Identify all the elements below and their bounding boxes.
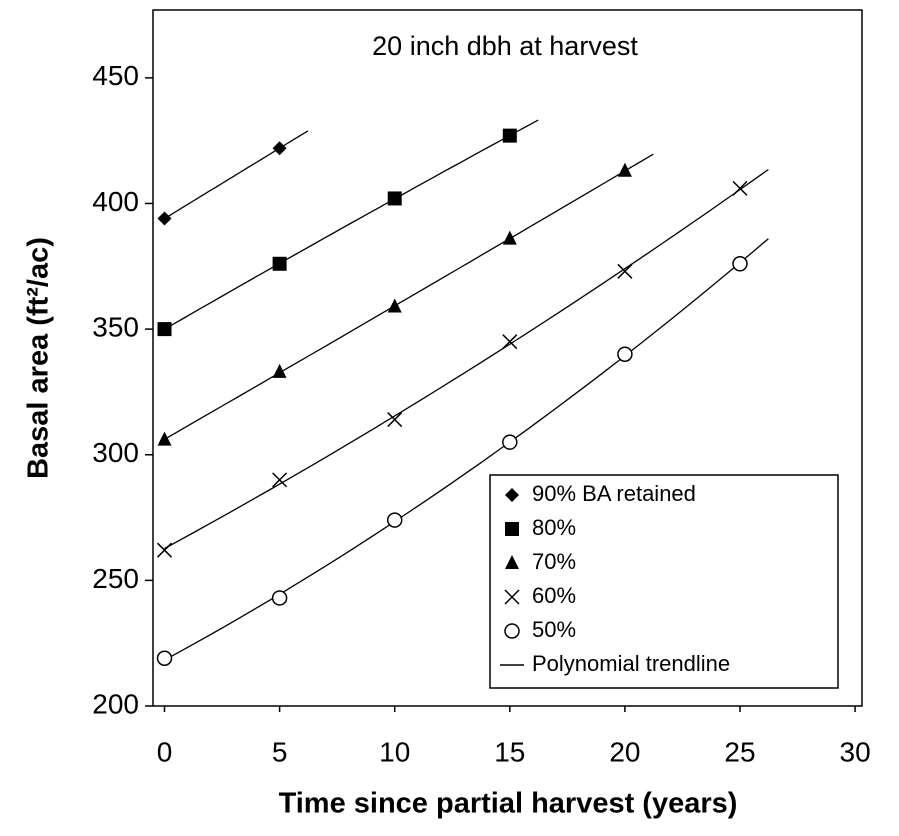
- trendline: [164, 130, 309, 220]
- marker: [272, 256, 287, 271]
- marker: [386, 512, 403, 528]
- marker: [157, 211, 172, 226]
- marker: [272, 141, 287, 156]
- marker: [157, 431, 172, 446]
- marker: [502, 434, 518, 450]
- legend-label: 90% BA retained: [532, 481, 696, 506]
- trendline: [164, 168, 769, 550]
- x-tick-label: 30: [840, 736, 871, 767]
- marker: [505, 488, 519, 502]
- marker: [272, 472, 288, 488]
- x-tick-label: 20: [609, 736, 640, 767]
- x-tick-label: 5: [272, 736, 288, 767]
- marker: [387, 298, 402, 313]
- marker: [505, 522, 519, 536]
- marker: [502, 128, 517, 143]
- y-tick-label: 350: [92, 311, 139, 342]
- marker: [156, 650, 173, 667]
- marker: [617, 162, 632, 177]
- marker: [156, 542, 173, 558]
- x-tick-label: 10: [379, 736, 410, 767]
- marker: [617, 263, 633, 279]
- y-tick-label: 250: [92, 563, 139, 594]
- legend-label: 50%: [532, 617, 576, 642]
- marker: [272, 363, 287, 378]
- marker: [732, 256, 748, 272]
- x-axis-label: Time since partial harvest (years): [279, 788, 738, 820]
- trendline: [164, 238, 769, 661]
- marker: [504, 589, 520, 605]
- marker: [387, 412, 403, 428]
- marker: [271, 590, 288, 606]
- marker: [387, 191, 402, 206]
- marker: [732, 180, 748, 196]
- legend-label: 80%: [532, 515, 576, 540]
- y-axis-label: Basal area (ft²/ac): [23, 237, 55, 479]
- legend-label: Polynomial trendline: [532, 651, 730, 676]
- trendline: [164, 119, 539, 330]
- y-tick-label: 450: [92, 60, 139, 91]
- legend-label: 60%: [532, 583, 576, 608]
- trendline: [164, 153, 654, 440]
- y-tick-label: 200: [92, 688, 139, 719]
- x-tick-label: 15: [494, 736, 525, 767]
- marker: [617, 346, 633, 362]
- marker: [157, 322, 172, 337]
- x-tick-label: 25: [724, 736, 755, 767]
- marker: [502, 230, 517, 245]
- marker: [505, 555, 519, 569]
- marker: [502, 334, 518, 350]
- legend-label: 70%: [532, 549, 576, 574]
- y-tick-label: 400: [92, 186, 139, 217]
- x-tick-label: 0: [157, 736, 173, 767]
- marker: [504, 623, 520, 639]
- annotation: 20 inch dbh at harvest: [372, 31, 638, 61]
- legend-box: [489, 474, 839, 689]
- y-tick-label: 300: [92, 437, 139, 468]
- plot-frame: [152, 9, 863, 707]
